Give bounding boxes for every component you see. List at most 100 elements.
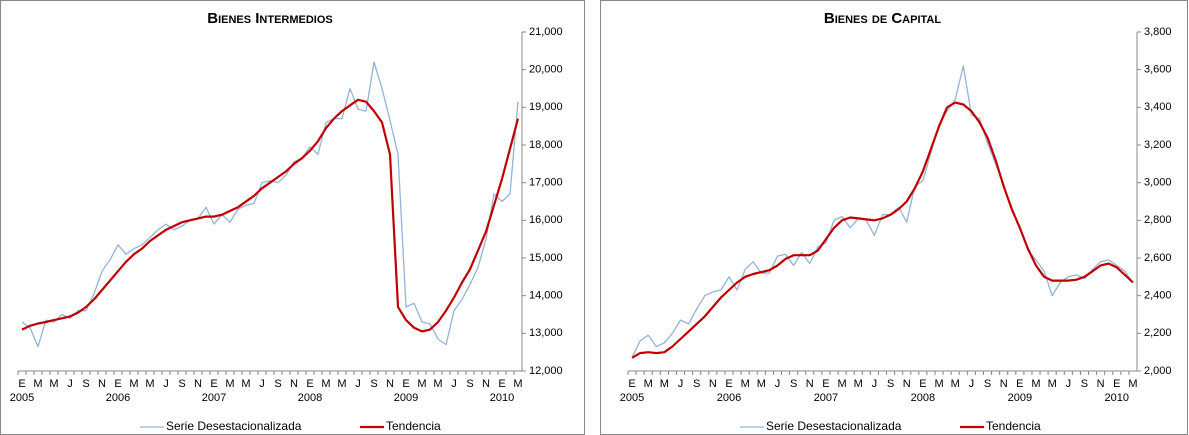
x-tick-label: S	[790, 378, 797, 390]
x-tick-label: E	[1113, 378, 1120, 390]
series-line	[21, 98, 520, 333]
x-tick-label: M	[433, 378, 442, 390]
legend-label: Serie Desestacionalizada	[166, 419, 302, 433]
year-label: 2010	[490, 392, 514, 404]
x-tick-label: S	[984, 378, 991, 390]
x-tick-label: N	[903, 378, 911, 390]
chart-panel: Bienes Intermedios 12,000 13,000 14,000 15,0…	[0, 0, 585, 435]
x-tick-label: J	[678, 378, 684, 390]
panel-border	[0, 0, 585, 435]
x-tick-label: E	[498, 378, 505, 390]
y-tick-label: 16,000	[529, 214, 563, 226]
y-tick-label: 3,800	[1144, 26, 1172, 38]
y-tick-label: 2,800	[1144, 214, 1172, 226]
y-tick-label: 14,000	[529, 290, 563, 302]
year-label: 2005	[620, 392, 644, 404]
x-tick-label: M	[854, 378, 863, 390]
x-tick-label: M	[337, 378, 346, 390]
x-tick-label: E	[1016, 378, 1023, 390]
y-tick-label: 19,000	[529, 101, 563, 113]
x-tick-label: J	[451, 378, 457, 390]
x-tick-label: E	[628, 378, 635, 390]
x-tick-label: N	[806, 378, 814, 390]
x-tick-label: M	[241, 378, 250, 390]
x-tick-label: E	[18, 378, 25, 390]
y-tick-label: 18,000	[529, 139, 563, 151]
y-tick-label: 21,000	[529, 26, 563, 38]
x-tick-label: E	[210, 378, 217, 390]
x-tick-label: N	[194, 378, 202, 390]
x-tick-label: M	[838, 378, 847, 390]
y-tick-label: 17,000	[529, 177, 563, 189]
year-label: 2006	[717, 392, 741, 404]
year-label: 2005	[10, 392, 34, 404]
y-tick-label: 20,000	[529, 64, 563, 76]
year-label: 2007	[202, 392, 226, 404]
x-tick-label: N	[482, 378, 490, 390]
x-tick-label: J	[969, 378, 975, 390]
x-tick-label: S	[693, 378, 700, 390]
x-tick-label: E	[822, 378, 829, 390]
x-tick-label: N	[98, 378, 106, 390]
x-tick-label: J	[259, 378, 265, 390]
x-tick-label: S	[370, 378, 377, 390]
x-tick-label: E	[306, 378, 313, 390]
chart-panel: Bienes de Capital 2,000 2,200 2,400 2,600 2,8…	[600, 0, 1188, 435]
y-tick-label: 2,200	[1144, 327, 1172, 339]
year-label: 2007	[814, 392, 838, 404]
x-tick-label: E	[402, 378, 409, 390]
x-tick-label: M	[145, 378, 154, 390]
x-tick-label: M	[934, 378, 943, 390]
x-tick-label: M	[1031, 378, 1040, 390]
x-tick-label: M	[129, 378, 138, 390]
x-tick-label: S	[274, 378, 281, 390]
series-line	[21, 61, 519, 348]
x-tick-label: N	[1097, 378, 1105, 390]
series-line	[631, 65, 1134, 359]
x-tick-label: M	[225, 378, 234, 390]
x-tick-label: M	[660, 378, 669, 390]
x-tick-label: N	[290, 378, 298, 390]
year-label: 2009	[394, 392, 418, 404]
x-tick-label: M	[33, 378, 42, 390]
x-tick-label: N	[1000, 378, 1008, 390]
x-tick-label: M	[417, 378, 426, 390]
x-tick-label: S	[82, 378, 89, 390]
year-label: 2006	[106, 392, 130, 404]
chart-title: Bienes Intermedios	[207, 10, 333, 27]
y-tick-label: 2,000	[1144, 365, 1172, 377]
x-tick-label: M	[49, 378, 58, 390]
x-tick-label: E	[919, 378, 926, 390]
x-tick-label: E	[725, 378, 732, 390]
x-tick-label: M	[513, 378, 522, 390]
y-tick-label: 3,600	[1144, 64, 1172, 76]
y-tick-label: 3,200	[1144, 139, 1172, 151]
y-tick-label: 15,000	[529, 252, 563, 264]
chart-title: Bienes de Capital	[824, 10, 941, 27]
y-tick-label: 2,400	[1144, 290, 1172, 302]
legend-label: Tendencia	[986, 419, 1041, 433]
x-tick-label: N	[709, 378, 717, 390]
x-tick-label: N	[386, 378, 394, 390]
series-line	[631, 101, 1134, 359]
x-tick-label: S	[887, 378, 894, 390]
x-tick-label: S	[1081, 378, 1088, 390]
year-label: 2008	[298, 392, 322, 404]
x-tick-label: S	[466, 378, 473, 390]
year-label: 2008	[911, 392, 935, 404]
y-tick-label: 13,000	[529, 327, 563, 339]
panel-border	[600, 0, 1188, 435]
x-tick-label: S	[178, 378, 185, 390]
x-tick-label: M	[1128, 378, 1137, 390]
x-tick-label: J	[67, 378, 73, 390]
x-tick-label: J	[775, 378, 781, 390]
x-tick-label: M	[1048, 378, 1057, 390]
x-tick-label: M	[757, 378, 766, 390]
y-tick-label: 3,400	[1144, 101, 1172, 113]
x-tick-label: M	[951, 378, 960, 390]
year-label: 2010	[1105, 392, 1129, 404]
x-tick-label: M	[321, 378, 330, 390]
x-tick-label: J	[1066, 378, 1072, 390]
year-label: 2009	[1008, 392, 1032, 404]
